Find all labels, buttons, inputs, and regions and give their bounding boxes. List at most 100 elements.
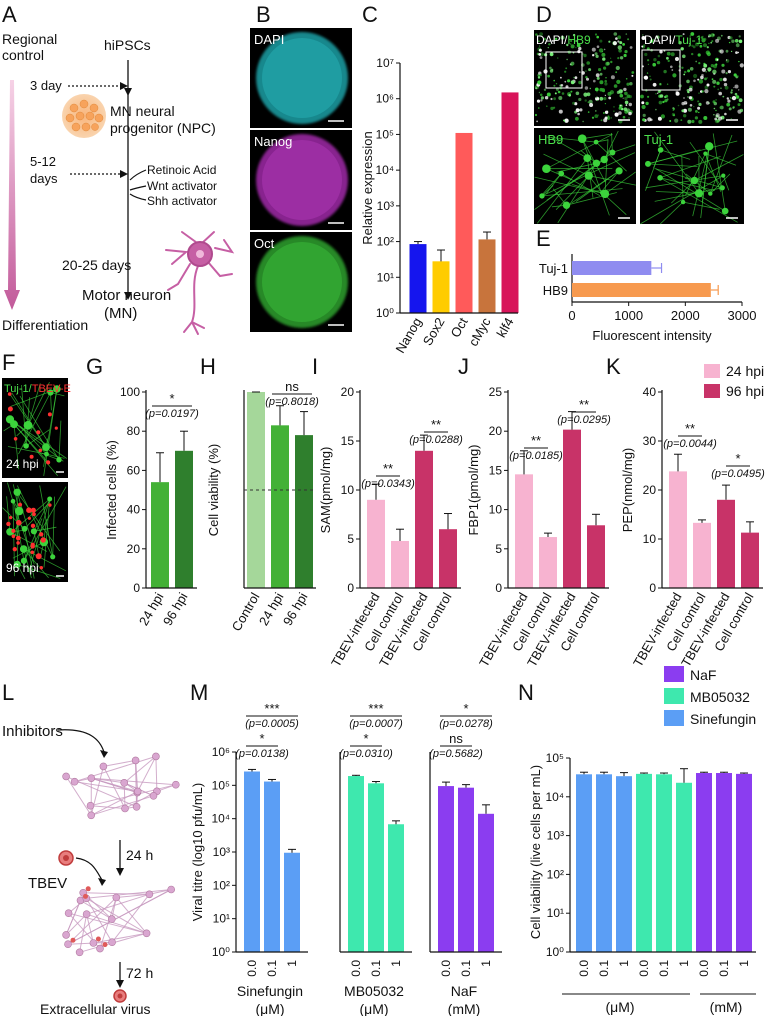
cell-speck xyxy=(599,80,604,85)
cell-speck xyxy=(551,39,554,42)
cell-speck xyxy=(540,99,543,102)
cell-speck xyxy=(720,87,722,89)
neurite xyxy=(722,175,730,191)
cell-speck xyxy=(714,117,718,121)
cell-speck xyxy=(641,45,644,48)
neurite xyxy=(7,482,14,502)
x-tick-label: 2000 xyxy=(671,308,700,323)
y-tick-label: 5 xyxy=(347,532,354,546)
cell-speck xyxy=(716,58,719,61)
arrowhead-24h xyxy=(116,868,124,876)
cell-speck xyxy=(576,43,581,48)
cell-speck xyxy=(570,44,575,49)
neurite xyxy=(65,913,87,936)
cell-speck xyxy=(653,58,657,62)
cell-speck xyxy=(712,69,717,75)
cell-speck xyxy=(619,104,622,107)
inhibitor-arrow xyxy=(57,729,105,753)
cell-speck xyxy=(631,74,634,77)
neurite xyxy=(604,171,636,195)
tbev-arrow xyxy=(75,857,103,881)
panel-letter-j: J xyxy=(458,354,469,379)
cell-speck xyxy=(596,35,599,39)
bar xyxy=(515,474,533,588)
cell-speck xyxy=(547,74,550,78)
y-tick-label: 10² xyxy=(547,867,564,881)
group-label: NaF xyxy=(451,983,477,999)
cell-speck xyxy=(549,52,554,57)
cell-speck xyxy=(713,107,716,110)
cell-speck xyxy=(725,59,728,61)
panel-c: C 10⁰ 10¹ 10² 10³ 10⁴ 10⁵ 10⁶ 10⁷ Relative expre… xyxy=(360,2,519,356)
neuron-soma xyxy=(145,890,154,899)
neurite xyxy=(600,170,620,193)
days-20-25-label: 20-25 days xyxy=(62,257,131,273)
cell-speck xyxy=(695,60,698,63)
panel-letter-e: E xyxy=(536,226,551,251)
y-axis-label: PEP(nmol/mg) xyxy=(620,448,635,533)
neurite xyxy=(11,392,47,448)
neurite xyxy=(123,782,126,809)
cell-speck xyxy=(548,43,551,46)
cell-speck xyxy=(575,116,579,121)
svg-text:Tuj-1/TBEV-E: Tuj-1/TBEV-E xyxy=(4,383,71,395)
cell-speck xyxy=(643,75,647,80)
cell-speck xyxy=(587,101,590,104)
cell-speck xyxy=(688,96,693,100)
cell-speck xyxy=(697,53,701,57)
virus-stain xyxy=(35,553,42,560)
bar xyxy=(348,776,364,952)
x-tick-label: 0.1 xyxy=(459,960,473,977)
cell-speck xyxy=(646,72,649,74)
virus-stain xyxy=(40,537,46,543)
x-tick-label: 0.0 xyxy=(349,960,363,977)
significance-marker: * xyxy=(363,731,368,746)
days-5-12-label-2: days xyxy=(30,171,58,186)
panel-f: F Tuj-1/TBEV-E 24 hpi 96 hpi xyxy=(2,350,71,582)
cell-speck xyxy=(702,35,704,38)
cell-speck xyxy=(710,64,714,68)
cell-speck xyxy=(539,32,543,36)
cell-speck xyxy=(680,119,683,121)
cell-speck xyxy=(734,84,739,89)
cell-speck xyxy=(701,73,704,77)
neurite xyxy=(27,383,41,426)
cell-speck xyxy=(553,84,556,87)
bar xyxy=(696,773,712,952)
panel-n: N NaF MB05032 Sinefungin 10⁰ 10¹ 10² 10³ 10⁴… xyxy=(518,666,756,1015)
cell-speck xyxy=(560,84,564,87)
neurite xyxy=(534,176,606,195)
cell-speck xyxy=(613,32,618,36)
y-tick-label: 10² xyxy=(377,235,394,249)
hipscs-label: hiPSCs xyxy=(104,37,151,53)
soma xyxy=(680,199,686,205)
group-label-mm: (mM) xyxy=(710,999,743,1015)
neurite xyxy=(28,498,51,573)
panel-letter-g: G xyxy=(86,354,103,379)
cell-speck xyxy=(730,118,732,120)
cell-speck xyxy=(663,50,665,52)
neurite xyxy=(116,893,150,898)
group-unit: (μM) xyxy=(359,1001,388,1016)
bar xyxy=(368,783,384,952)
neurite xyxy=(709,134,733,194)
cell-speck xyxy=(553,79,555,82)
cell-speck xyxy=(594,33,598,36)
soma xyxy=(15,506,24,516)
cell-speck xyxy=(716,81,720,85)
cell-speck xyxy=(732,106,735,109)
bar xyxy=(295,435,313,588)
virus-particle xyxy=(70,937,76,943)
panel-letter-c: C xyxy=(362,2,378,27)
cell-speck xyxy=(689,104,693,107)
cell-speck xyxy=(610,75,615,80)
y-tick-label: 0 xyxy=(347,581,354,595)
neuron-soma xyxy=(70,777,79,786)
cell-speck xyxy=(665,94,669,98)
label-tuj1: Tuj-1 xyxy=(675,33,702,47)
cell-speck xyxy=(586,77,589,81)
neuron-soma xyxy=(87,811,95,820)
chart-c: 10⁰ 10¹ 10² 10³ 10⁴ 10⁵ 10⁶ 10⁷ Relative express… xyxy=(360,56,519,356)
arrowhead-72h xyxy=(116,980,124,988)
y-tick-label: 15 xyxy=(341,434,355,448)
